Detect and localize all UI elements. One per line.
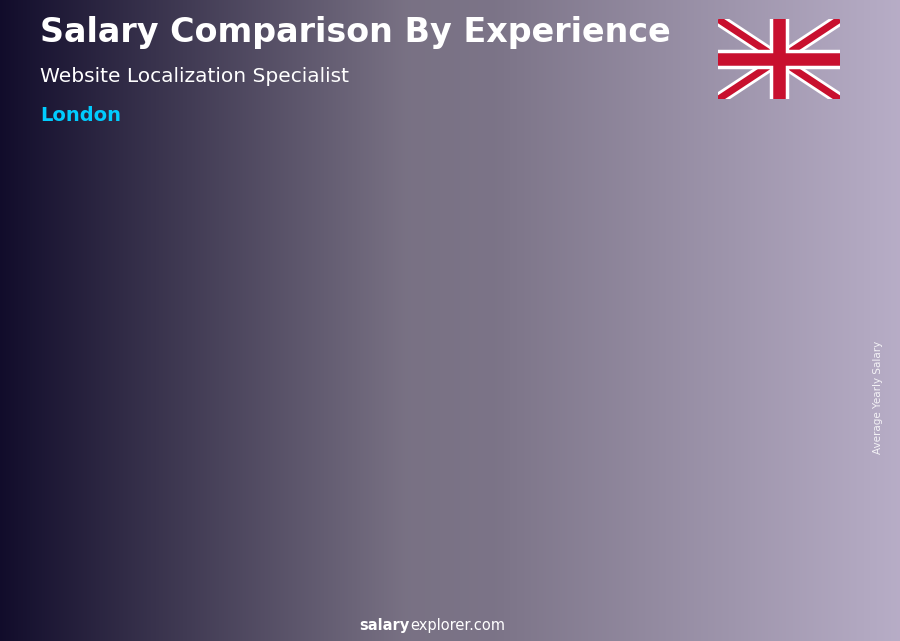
Text: 120,000 GBP: 120,000 GBP	[734, 269, 815, 282]
Bar	[214, 442, 221, 577]
Text: Website Localization Specialist: Website Localization Specialist	[40, 67, 349, 87]
Text: London: London	[40, 106, 122, 125]
Text: 83,600 GBP: 83,600 GBP	[348, 356, 422, 369]
Bar	[221, 444, 242, 495]
Bar	[351, 381, 372, 457]
Bar	[611, 312, 679, 577]
Bar	[474, 333, 482, 577]
Text: 42,400 GBP: 42,400 GBP	[89, 454, 162, 467]
Text: 56,600 GBP: 56,600 GBP	[219, 420, 292, 433]
Text: +48%: +48%	[291, 319, 349, 337]
Bar	[92, 478, 112, 516]
Bar	[92, 476, 159, 577]
Bar	[85, 473, 159, 476]
Bar	[474, 327, 549, 333]
Bar	[611, 317, 631, 417]
Bar	[604, 304, 679, 312]
Bar	[734, 283, 808, 290]
Bar	[741, 296, 761, 404]
Text: +34%: +34%	[161, 384, 220, 402]
Bar	[85, 476, 92, 577]
Text: 102,000 GBP: 102,000 GBP	[474, 312, 555, 325]
Bar	[741, 290, 808, 577]
Text: +9%: +9%	[557, 254, 603, 272]
Bar	[221, 442, 289, 577]
Text: 111,000 GBP: 111,000 GBP	[604, 290, 686, 303]
Bar	[482, 333, 549, 577]
Bar	[604, 312, 611, 577]
Bar	[214, 438, 289, 442]
Bar	[344, 372, 418, 377]
Bar	[482, 338, 501, 431]
Text: Salary Comparison By Experience: Salary Comparison By Experience	[40, 16, 671, 49]
Bar	[344, 377, 351, 577]
Text: salary: salary	[359, 619, 410, 633]
Text: explorer.com: explorer.com	[410, 619, 506, 633]
Bar	[734, 290, 741, 577]
Text: +8%: +8%	[687, 232, 733, 250]
Bar	[351, 377, 418, 577]
Text: Average Yearly Salary: Average Yearly Salary	[873, 341, 884, 454]
Text: +22%: +22%	[421, 276, 479, 294]
